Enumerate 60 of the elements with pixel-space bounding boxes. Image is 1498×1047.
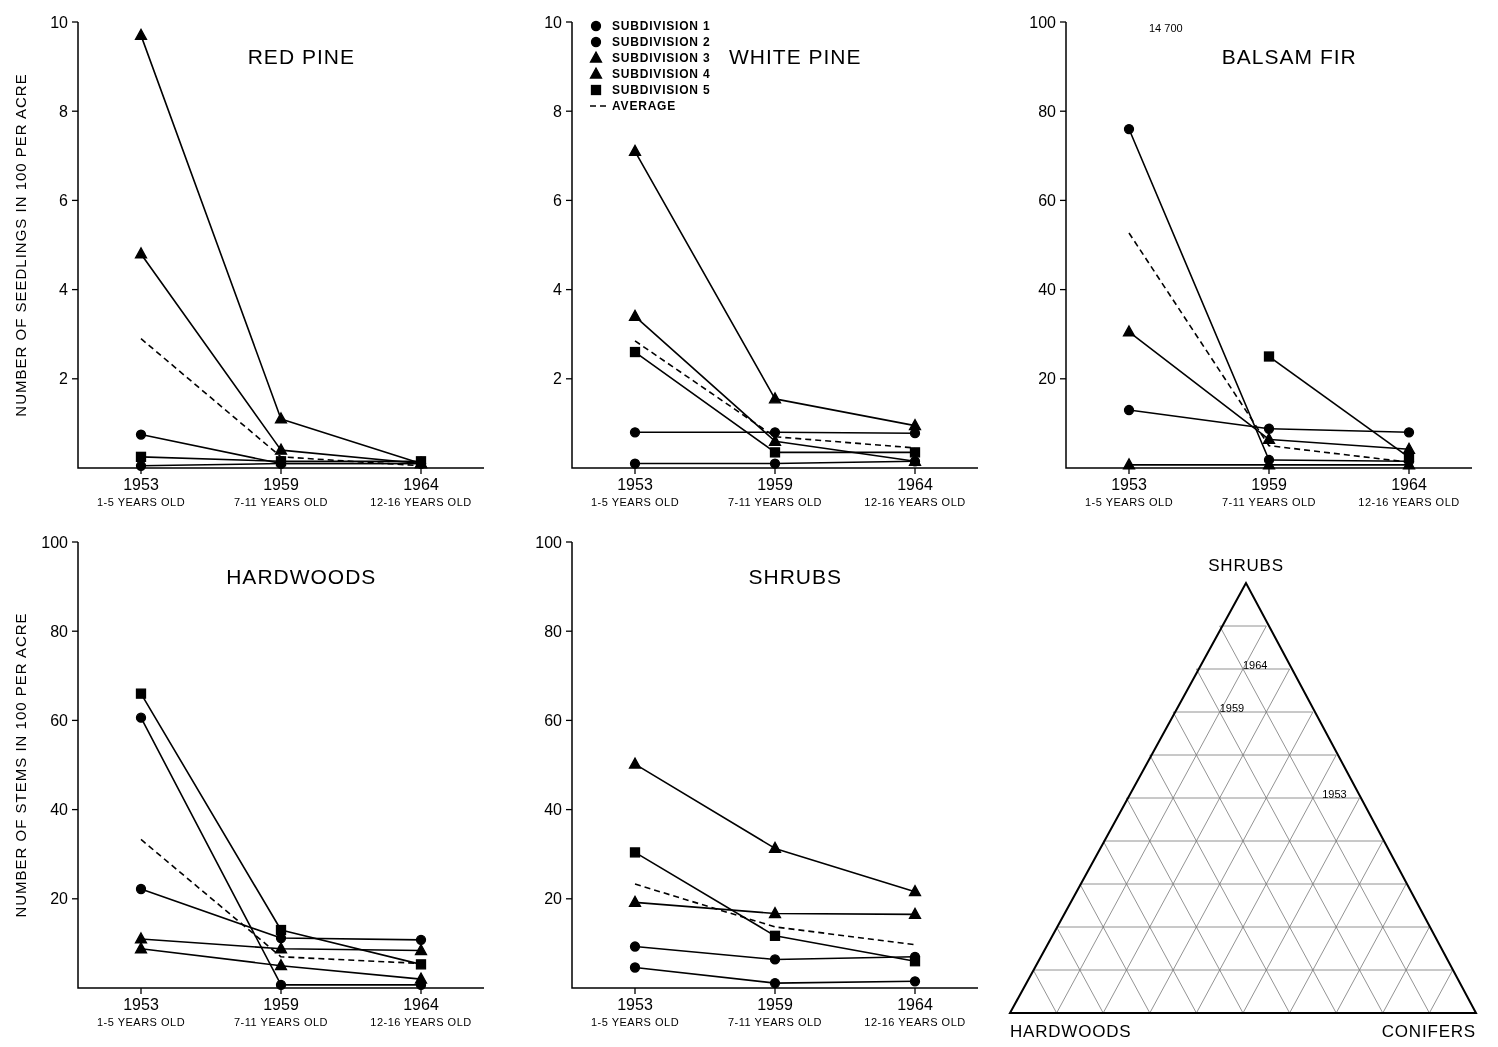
y-tick-label: 40 bbox=[50, 801, 69, 819]
y-tick-label: 20 bbox=[1038, 370, 1057, 388]
y-tick-label: 10 bbox=[544, 13, 563, 31]
legend-label: AVERAGE bbox=[612, 99, 677, 114]
x-tick-label: 1959 7-11 YEARS OLD bbox=[1221, 476, 1317, 508]
x-tick-label: 1964 12-16 YEARS OLD bbox=[864, 476, 966, 508]
y-tick-label: 6 bbox=[59, 192, 69, 209]
y-tick-label: 80 bbox=[1038, 102, 1057, 120]
x-tick-label: 1953 1-5 YEARS OLD bbox=[96, 476, 186, 508]
y-tick-label: 8 bbox=[553, 102, 563, 120]
y-tick-label: 80 bbox=[50, 622, 69, 640]
y-tick-label: 4 bbox=[59, 281, 69, 299]
x-tick-label: 1959 7-11 YEARS OLD bbox=[727, 476, 823, 508]
y-tick-label: 20 bbox=[50, 890, 69, 908]
x-tick-label: 1953 1-5 YEARS OLD bbox=[96, 996, 186, 1028]
y-tick-label: 6 bbox=[553, 192, 563, 209]
annotation: 14 700 bbox=[1149, 22, 1183, 34]
y-tick-label: 60 bbox=[50, 712, 69, 729]
legend-label: SUBDIVISION 4 bbox=[612, 67, 711, 82]
x-tick-label: 1959 7-11 YEARS OLD bbox=[233, 476, 329, 508]
x-tick-label: 1953 1-5 YEARS OLD bbox=[590, 476, 680, 508]
x-tick-label: 1964 12-16 YEARS OLD bbox=[864, 996, 966, 1028]
text: HARDWOODS bbox=[226, 565, 377, 588]
x-tick-label: 1959 7-11 YEARS OLD bbox=[727, 996, 823, 1028]
y-tick-label: 60 bbox=[544, 712, 563, 729]
y-tick-label: 2 bbox=[553, 370, 563, 388]
y-tick-label: 2 bbox=[59, 370, 69, 388]
y-tick-label: 100 bbox=[1029, 13, 1057, 31]
legend-label: SUBDIVISION 1 bbox=[612, 19, 711, 34]
text: 1964 bbox=[1243, 659, 1268, 671]
y-tick-label: 40 bbox=[544, 801, 563, 819]
y-tick-label: 4 bbox=[553, 281, 563, 299]
category-label: HARDWOODS bbox=[1010, 1022, 1132, 1041]
y-tick-label: 20 bbox=[544, 890, 563, 908]
legend-label: SUBDIVISION 3 bbox=[612, 51, 711, 66]
text: BALSAM FIR bbox=[1221, 45, 1357, 68]
text: RED PINE bbox=[247, 45, 355, 68]
legend-label: SUBDIVISION 2 bbox=[612, 35, 711, 50]
text: 1953 bbox=[1322, 788, 1347, 800]
y-axis-title: NUMBER OF STEMS IN 100 PER ACRE bbox=[12, 612, 29, 918]
category-label: SHRUBS bbox=[1208, 556, 1284, 575]
y-tick-label: 80 bbox=[544, 622, 563, 640]
y-axis-title: NUMBER OF SEEDLINGS IN 100 PER ACRE bbox=[12, 73, 29, 417]
text: SHRUBS bbox=[748, 565, 843, 588]
text: 1959 bbox=[1219, 702, 1245, 714]
y-tick-label: 40 bbox=[1038, 281, 1057, 299]
x-tick-label: 1964 12-16 YEARS OLD bbox=[1358, 476, 1460, 508]
y-tick-label: 60 bbox=[1038, 192, 1057, 209]
x-tick-label: 1953 1-5 YEARS OLD bbox=[590, 996, 680, 1028]
text: WHITE PINE bbox=[729, 45, 862, 68]
category-label: CONIFERS bbox=[1381, 1022, 1476, 1041]
x-tick-label: 1964 12-16 YEARS OLD bbox=[370, 476, 472, 508]
legend-label: SUBDIVISION 5 bbox=[612, 83, 711, 98]
y-tick-label: 100 bbox=[535, 533, 563, 551]
x-tick-label: 1959 7-11 YEARS OLD bbox=[233, 996, 329, 1028]
x-tick-label: 1953 1-5 YEARS OLD bbox=[1084, 476, 1174, 508]
y-tick-label: 8 bbox=[59, 102, 69, 120]
y-tick-label: 10 bbox=[50, 13, 69, 31]
x-tick-label: 1964 12-16 YEARS OLD bbox=[370, 996, 472, 1028]
y-tick-label: 100 bbox=[41, 533, 69, 551]
